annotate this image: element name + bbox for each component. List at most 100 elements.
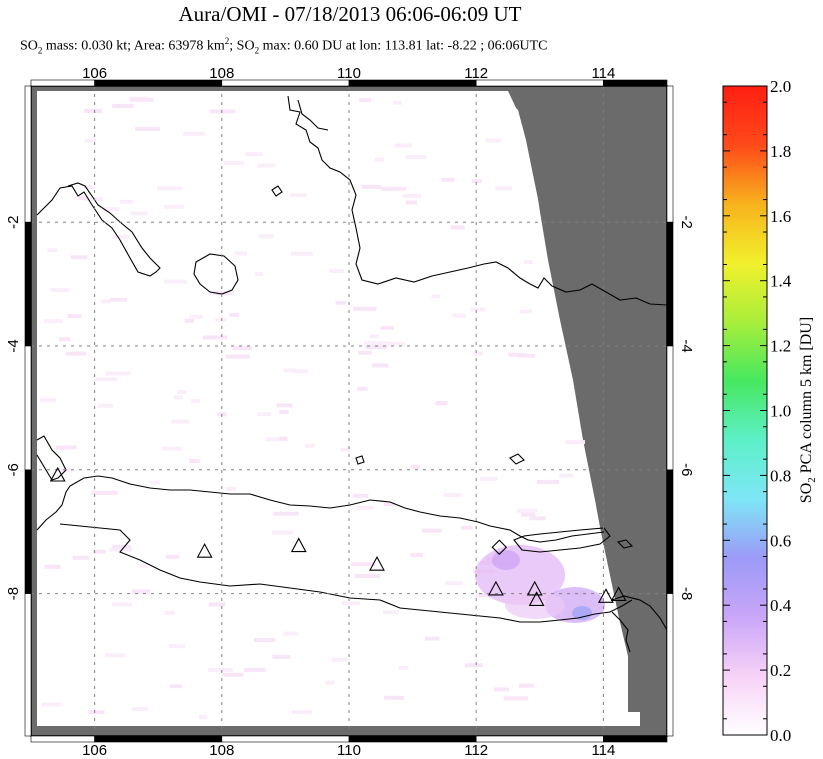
so2-noise-cell xyxy=(182,131,205,136)
so2-noise-cell xyxy=(452,313,466,318)
x-tick-label-top-1: 108 xyxy=(209,65,234,82)
so2-noise-cell xyxy=(479,476,498,481)
so2-noise-cell xyxy=(516,508,538,513)
so2-noise-cell xyxy=(476,593,493,598)
volcano-marker-3 xyxy=(369,555,385,571)
so2-noise-cell xyxy=(110,297,128,302)
so2-noise-cell xyxy=(225,354,250,359)
so2-noise-cell xyxy=(65,351,86,356)
so2-noise-cell xyxy=(431,294,440,299)
chart-subtitle: SO2 mass: 0.030 kt; Area: 63978 km2; SO2… xyxy=(20,36,548,55)
colorbar-ticks: 0.0 0.2 0.4 0.6 0.8 1.0 1.2 1.4 1.6 1.8 2.0 xyxy=(723,77,792,745)
y-tick-label-left-0: -2 xyxy=(5,216,22,229)
colorbar-tick-label-4: 0.8 xyxy=(770,466,791,485)
so2-noise-cell xyxy=(208,602,225,607)
so2-noise-cell xyxy=(405,200,418,205)
subtitle-mass-area: mass: 0.030 kt; Area: 63978 km xyxy=(42,38,225,54)
so2-noise-cell xyxy=(304,443,315,448)
so2-noise-cell xyxy=(266,437,287,442)
so2-noise-cell xyxy=(471,179,482,184)
y-tick-label-right-1: -4 xyxy=(678,339,695,352)
colorbar-tick-label-5: 1.0 xyxy=(770,402,791,421)
coast-java-south xyxy=(59,523,633,623)
so2-plume-layer xyxy=(475,545,605,623)
so2-noise-cell xyxy=(157,186,183,191)
so2-noise-cell xyxy=(443,493,462,497)
so2-noise-cell xyxy=(78,196,88,201)
so2-noise-cell xyxy=(169,684,183,689)
so2-noise-cell xyxy=(358,350,372,355)
frame-bar-top xyxy=(348,79,477,87)
so2-noise-cell xyxy=(139,563,149,568)
coast-bawean xyxy=(509,453,525,465)
so2-noise-cell xyxy=(361,184,382,189)
frame-bar-right xyxy=(666,345,674,471)
so2-noise-cell xyxy=(92,549,106,554)
x-tick-label-bottom-2: 110 xyxy=(337,742,361,759)
so2-noise-cell xyxy=(335,300,347,305)
volcano-marker-2 xyxy=(290,537,307,553)
x-tick-label-bottom-3: 112 xyxy=(464,742,488,759)
frame-bar-right xyxy=(666,469,674,594)
subtitle-max-text: max: 0.60 DU at lon: 113.81 lat: -8.22 ;… xyxy=(259,38,548,54)
so2-noise-cell xyxy=(289,193,307,198)
so2-noise-cell xyxy=(132,707,148,712)
so2-noise-cell xyxy=(208,668,234,672)
so2-noise-cell xyxy=(450,225,465,230)
so2-noise-cell xyxy=(150,480,161,485)
so2-noise-cell xyxy=(42,702,62,707)
y-tick-label-left-1: -4 xyxy=(5,339,22,352)
frame-bar-bottom xyxy=(348,735,477,743)
coast-belitung xyxy=(271,185,283,197)
so2-noise-cell xyxy=(283,631,299,636)
so2-noise-cell xyxy=(380,325,394,330)
swath-edge-top xyxy=(31,86,511,91)
y-tick-label-right-2: -6 xyxy=(678,463,695,476)
so2-noise-cell xyxy=(503,696,529,701)
swath-edge-left xyxy=(31,86,37,736)
so2-noise-cell xyxy=(291,251,314,256)
so2-noise-cell xyxy=(559,473,574,478)
coast-sumatra xyxy=(36,182,161,277)
so2-noise-cell xyxy=(67,314,82,319)
so2-noise-cell xyxy=(293,369,309,374)
coast-bali-south xyxy=(611,611,631,653)
so2-noise-cell xyxy=(279,436,288,441)
so2-noise-cell xyxy=(486,138,502,143)
so2-noise-cell xyxy=(341,601,360,606)
colorbar-title-suffix: PCA column 5 km [DU] xyxy=(798,317,815,477)
so2-noise-cell xyxy=(163,204,184,209)
swath-edge-bottom xyxy=(31,726,640,736)
so2-noise-cell xyxy=(565,440,585,445)
so2-noise-cell xyxy=(393,100,402,105)
volcano-markers xyxy=(49,466,627,606)
so2-noise-cell xyxy=(425,636,440,641)
so2-noise-cell xyxy=(108,547,132,552)
so2-noise-cell xyxy=(120,199,134,204)
so2-noise-cell xyxy=(283,368,297,373)
so2-noise-cell xyxy=(210,109,236,114)
so2-noise-cell xyxy=(189,314,203,319)
frame-bar-bottom xyxy=(475,735,604,743)
so2-noise-cell xyxy=(529,516,546,521)
so2-noise-cell xyxy=(244,667,266,672)
so2-noise-cell xyxy=(519,309,533,314)
so2-noise-cell xyxy=(518,683,534,688)
so2-noise-cell xyxy=(473,351,483,356)
frame-bar-bottom xyxy=(94,735,223,743)
so2-noise-cell xyxy=(223,161,244,165)
so2-noise-cell xyxy=(257,412,272,417)
frame-bar-bottom xyxy=(603,735,668,743)
colorbar-tick-label-10: 2.0 xyxy=(770,77,791,96)
so2-noise-cell xyxy=(272,654,291,659)
colorbar-gradient xyxy=(722,85,768,736)
so2-noise-cell xyxy=(234,251,247,256)
so2-noise-cell xyxy=(191,398,201,403)
frame-bar-right xyxy=(666,593,674,737)
so2-noise-cell xyxy=(276,403,293,408)
so2-noise-cell xyxy=(113,234,130,239)
so2-noise-cell xyxy=(84,138,97,143)
coastlines xyxy=(36,95,667,653)
so2-plume-west xyxy=(492,550,520,570)
so2-field xyxy=(31,86,667,736)
